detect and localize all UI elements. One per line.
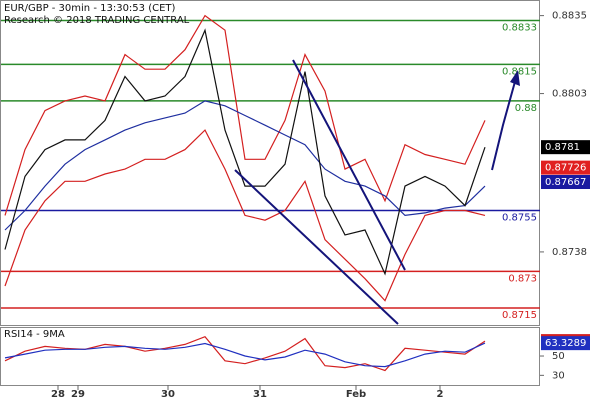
y-tick-label: 0.8803 [552, 89, 587, 100]
price-marker [541, 160, 590, 175]
y-tick-label: 0.8835 [552, 11, 587, 22]
price-marker [541, 140, 590, 155]
level-label: 0.873 [508, 273, 537, 284]
x-tick-label: 29 [71, 389, 85, 400]
series-line [4, 342, 486, 368]
trendline [292, 59, 406, 271]
arrow-head [510, 70, 520, 86]
trendline [234, 169, 399, 325]
level-label: 0.88 [515, 103, 537, 114]
series-line [4, 28, 486, 276]
chart-title: EUR/GBP - 30min - 13:30:53 (CET) [4, 3, 176, 14]
chart-subtitle: Research © 2018 TRADING CENTRAL [4, 15, 190, 26]
series-line [4, 129, 486, 302]
forecast-arrow [491, 77, 517, 171]
price-marker-label: 0.87667 [545, 177, 586, 188]
x-tick-label: Feb [346, 389, 366, 400]
rsi-marker [541, 336, 590, 351]
y-tick-label: 50 [552, 351, 565, 362]
price-marker [541, 175, 590, 190]
level-label: 0.8715 [502, 310, 537, 321]
y-tick-label: 0.8738 [552, 247, 587, 258]
level-label: 0.8815 [502, 66, 537, 77]
price-marker-label: 0.8781 [545, 142, 580, 153]
x-tick-label: 30 [161, 389, 175, 400]
rsi-marker-label: 63.3289 [545, 338, 586, 349]
x-tick-label: 2 [437, 389, 444, 400]
series-line [4, 14, 486, 216]
x-tick-label: 31 [253, 389, 267, 400]
x-tick-label: 28 [51, 389, 65, 400]
y-tick-label: 30 [552, 370, 565, 381]
level-label: 0.8833 [502, 22, 537, 33]
price-marker-label: 0.87726 [545, 163, 586, 174]
series-line [4, 100, 486, 231]
rsi-title: RSI14 - 9MA [4, 329, 65, 340]
level-label: 0.8755 [502, 213, 537, 224]
